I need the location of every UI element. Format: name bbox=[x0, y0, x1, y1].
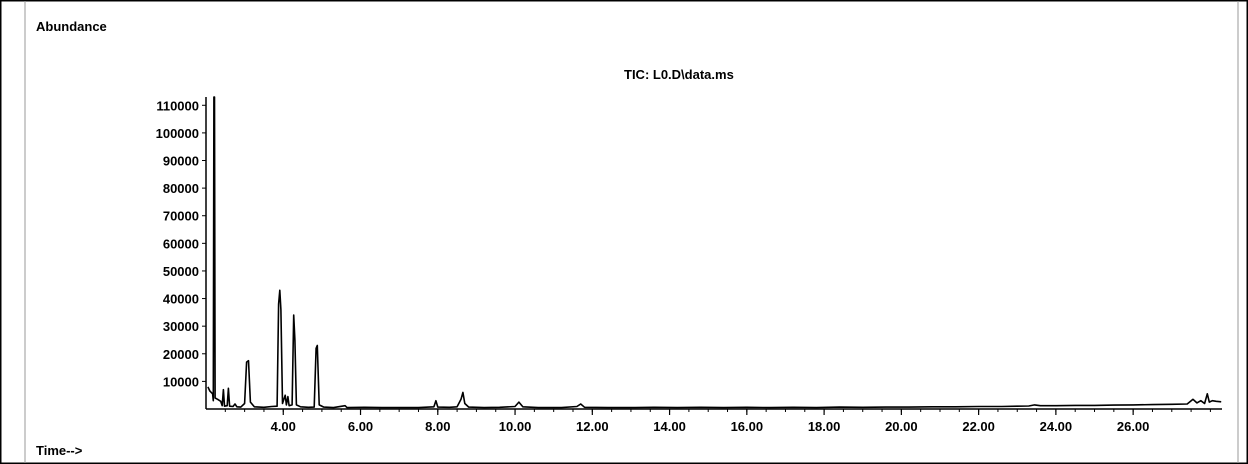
y-tick-label: 40000 bbox=[163, 292, 199, 307]
axes bbox=[205, 97, 1222, 410]
y-tick-label: 70000 bbox=[163, 209, 199, 224]
x-tick-label: 24.00 bbox=[1040, 419, 1073, 434]
chart-title: TIC: L0.D\data.ms bbox=[624, 67, 734, 82]
y-tick-label: 10000 bbox=[163, 374, 199, 389]
x-tick-label: 22.00 bbox=[962, 419, 995, 434]
x-ticks: 4.00 6.00 8.00 10.00 12.00 14.00 16.00 18.00 20.… bbox=[224, 409, 1211, 434]
y-tick-label: 30000 bbox=[163, 319, 199, 334]
x-tick-label: 26.00 bbox=[1117, 419, 1150, 434]
y-tick-label: 100000 bbox=[156, 126, 199, 141]
x-tick-label: 16.00 bbox=[731, 419, 764, 434]
x-tick-label: 8.00 bbox=[425, 419, 450, 434]
tic-trace bbox=[207, 96, 1222, 409]
x-tick-label: 20.00 bbox=[885, 419, 918, 434]
y-tick-label: 20000 bbox=[163, 347, 199, 362]
x-tick-label: 10.00 bbox=[499, 419, 532, 434]
y-tick-label: 80000 bbox=[163, 181, 199, 196]
y-tick-label: 110000 bbox=[156, 98, 199, 113]
y-tick-label: 50000 bbox=[163, 264, 199, 279]
x-axis-title: Time--> bbox=[36, 443, 83, 458]
x-tick-label: 18.00 bbox=[808, 419, 841, 434]
x-tick-label: 12.00 bbox=[576, 419, 609, 434]
x-tick-label: 6.00 bbox=[348, 419, 373, 434]
y-tick-label: 90000 bbox=[163, 154, 199, 169]
x-tick-label: 4.00 bbox=[271, 419, 296, 434]
y-axis-title: Abundance bbox=[36, 19, 107, 34]
y-tick-label: 60000 bbox=[163, 236, 199, 251]
y-ticks: 10000 20000 30000 40000 50000 60000 70000 80000… bbox=[156, 98, 206, 389]
x-tick-label: 14.00 bbox=[653, 419, 686, 434]
